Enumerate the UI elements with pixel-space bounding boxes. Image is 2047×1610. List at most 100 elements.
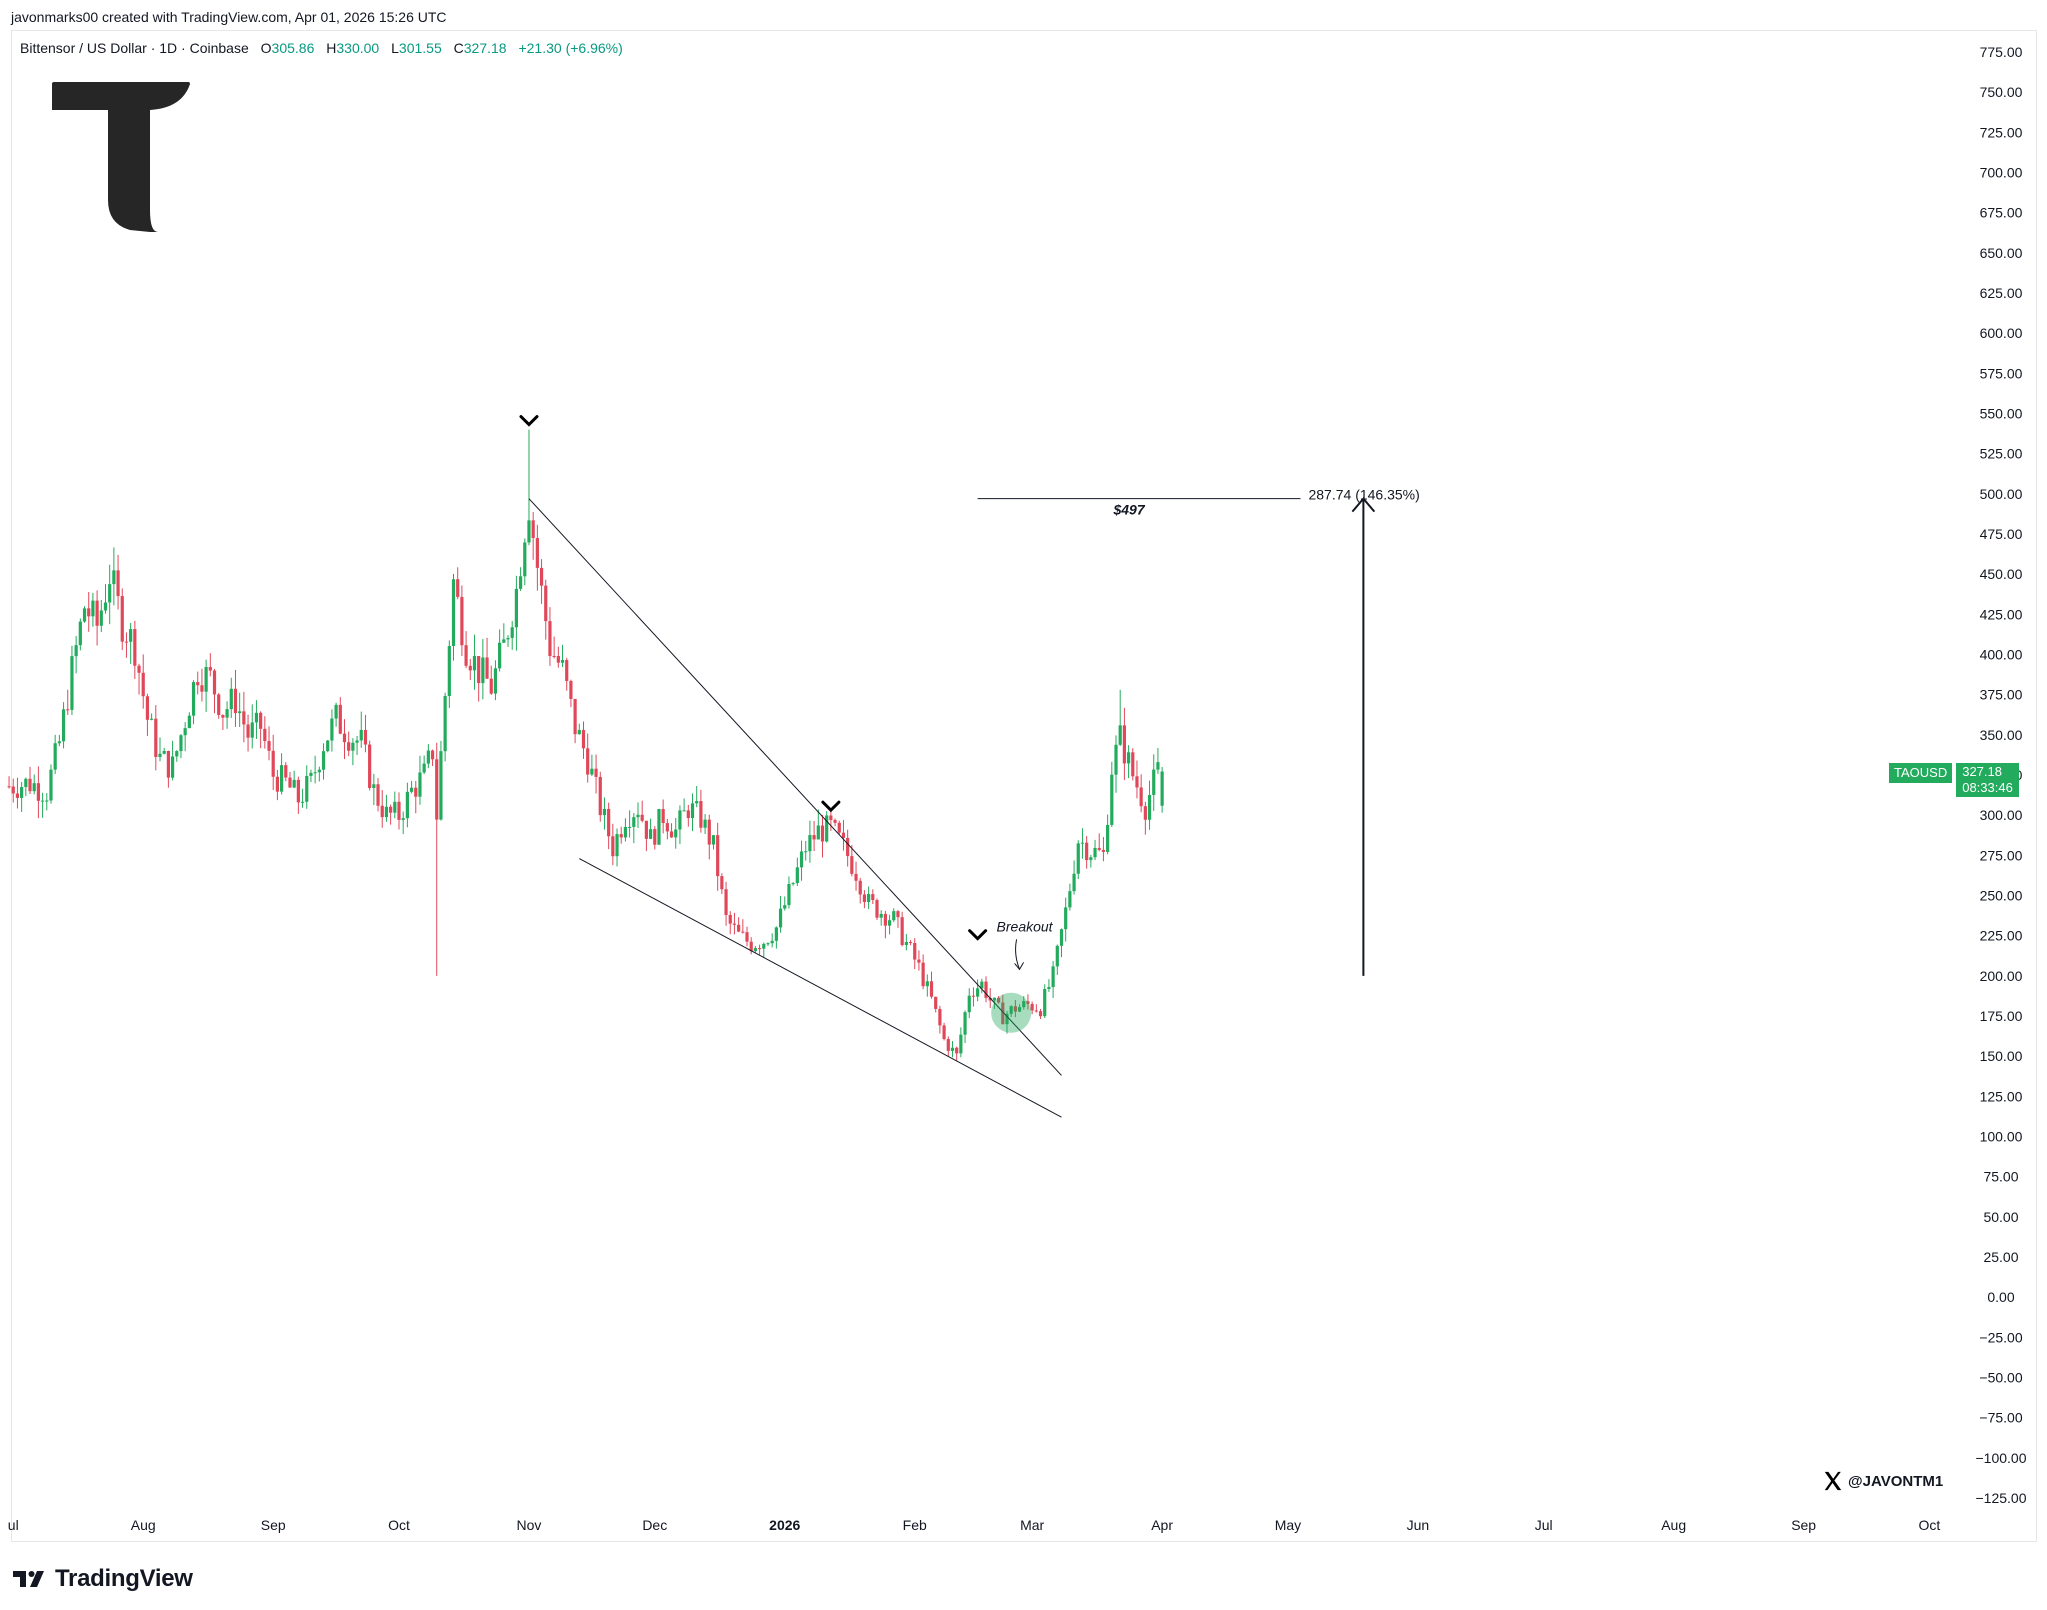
y-tick-label: 150.00 — [1980, 1048, 2023, 1064]
candle-body — [653, 829, 657, 845]
candle-body — [57, 741, 61, 744]
candle-body — [690, 803, 695, 819]
y-tick-label: 600.00 — [1980, 325, 2023, 341]
candle-body — [942, 1025, 946, 1040]
candle-body — [468, 665, 472, 671]
candle-body — [665, 823, 669, 832]
last-price-badge: TAOUSD 327.18 08:33:46 — [1889, 763, 2019, 797]
y-tick-label: 475.00 — [1980, 526, 2023, 542]
badge-price-box: 327.18 08:33:46 — [1956, 763, 2019, 797]
candle-body — [745, 932, 749, 942]
badge-symbol: TAOUSD — [1889, 763, 1953, 783]
candle-body — [99, 610, 103, 626]
candle-body — [913, 943, 917, 960]
candle-body — [531, 520, 535, 539]
x-logo-icon — [1824, 1471, 1842, 1491]
candle-body — [313, 772, 317, 774]
candle-body — [1106, 824, 1110, 852]
candle-body — [1135, 776, 1139, 788]
chart-frame[interactable] — [11, 30, 2037, 1542]
candle-body — [791, 883, 795, 885]
breakout-highlight — [991, 992, 1032, 1033]
arrow-up-icon — [1351, 497, 1376, 513]
candle-body — [636, 814, 640, 818]
candle-body — [560, 660, 565, 663]
y-tick-label: −50.00 — [1979, 1370, 2022, 1386]
candle-body — [288, 777, 292, 788]
y-tick-label: 550.00 — [1980, 406, 2023, 422]
x-tick-label: Jul — [1535, 1517, 1553, 1533]
candle-body — [485, 657, 489, 679]
y-tick-label: 300.00 — [1980, 807, 2023, 823]
candle-body — [221, 714, 225, 718]
y-tick-label: 675.00 — [1980, 205, 2023, 221]
candle-body — [506, 637, 510, 640]
candle-body — [246, 724, 250, 738]
x-tick-label: Aug — [131, 1517, 156, 1533]
candle-body — [166, 750, 170, 778]
candle-body — [1122, 725, 1126, 764]
candle-body — [980, 981, 984, 989]
candle-body — [674, 829, 678, 838]
candle-body — [103, 602, 108, 611]
candle-body — [238, 711, 242, 714]
y-tick-label: 225.00 — [1980, 928, 2023, 944]
candle-body — [430, 750, 435, 760]
candle-body — [640, 814, 644, 821]
candle-body — [380, 805, 384, 818]
candle-body — [598, 776, 602, 816]
y-tick-label: 750.00 — [1980, 84, 2023, 100]
candle-body — [45, 800, 49, 802]
candle-body — [816, 825, 820, 840]
candle-body — [556, 656, 560, 663]
candle-body — [716, 835, 720, 877]
y-tick-label: −75.00 — [1979, 1410, 2022, 1426]
candle-body — [535, 538, 539, 568]
candle-body — [418, 772, 422, 797]
candle-body — [116, 570, 120, 597]
candle-body — [825, 815, 829, 842]
badge-price: 327.18 — [1962, 764, 2002, 779]
candle-body — [996, 997, 1001, 1003]
candle-body — [669, 831, 674, 838]
candle-body — [267, 741, 271, 751]
candle-body — [263, 728, 267, 742]
candle-body — [628, 826, 632, 828]
y-tick-label: 25.00 — [1983, 1249, 2018, 1265]
tradingview-footer[interactable]: TradingView — [13, 1565, 193, 1593]
candle-body — [871, 894, 875, 901]
candle-body — [1013, 1006, 1017, 1012]
candle-body — [1160, 771, 1164, 806]
candle-body — [1101, 849, 1106, 852]
candle-body — [359, 730, 363, 741]
candle-body — [49, 769, 53, 801]
candle-body — [862, 894, 867, 903]
candle-body — [1147, 794, 1152, 820]
candle-body — [447, 645, 451, 697]
y-tick-label: 75.00 — [1983, 1169, 2018, 1185]
candle-body — [887, 920, 892, 926]
candle-body — [749, 941, 753, 952]
candle-body — [611, 836, 615, 857]
candle-body — [766, 943, 770, 945]
candle-body — [363, 730, 368, 745]
y-tick-label: 250.00 — [1980, 888, 2023, 904]
candle-body — [196, 682, 200, 686]
candle-body — [477, 656, 481, 684]
y-tick-label: 500.00 — [1980, 486, 2023, 502]
candle-body — [955, 1047, 959, 1054]
candle-body — [774, 927, 778, 941]
candle-body — [1093, 847, 1097, 858]
candle-body — [229, 688, 233, 710]
x-tick-label: Feb — [903, 1517, 927, 1533]
candle-body — [883, 913, 887, 926]
candle-body — [632, 817, 636, 827]
candle-body — [837, 822, 841, 833]
candle-body — [321, 751, 326, 770]
candle-body — [892, 911, 896, 921]
candle-body — [908, 942, 913, 944]
candle-body — [150, 718, 154, 720]
candle-body — [124, 641, 129, 643]
candle-body — [443, 696, 447, 752]
